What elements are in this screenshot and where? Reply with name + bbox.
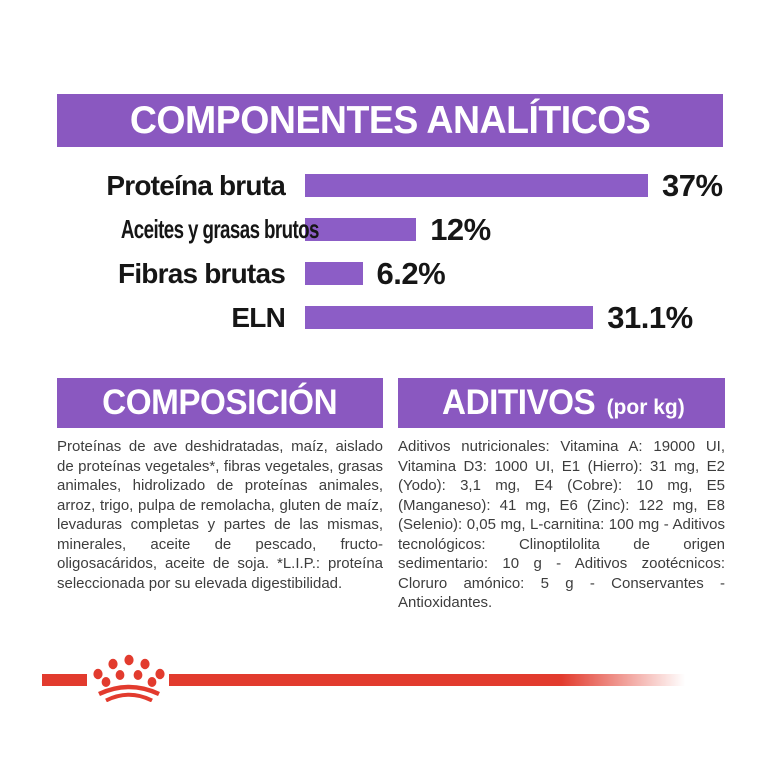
chart-value-label: 31.1% — [607, 299, 693, 335]
chart-row-fibras-brutas: Fibras brutas 6.2% — [57, 256, 723, 291]
brand-rule-right — [169, 674, 685, 686]
chart-value-label: 6.2% — [376, 255, 446, 291]
additives-body-text: Aditivos nutricionales: Vitamina A: 1900… — [398, 438, 725, 611]
analytical-components-header: COMPONENTES ANALÍTICOS — [57, 94, 723, 147]
chart-bar — [305, 174, 648, 197]
additives-title-suffix: (por kg) — [606, 396, 685, 419]
chart-row-proteina-bruta: Proteína bruta 37% — [57, 168, 723, 203]
additives-header: ADITIVOS (por kg) — [398, 378, 725, 428]
brand-rule-left — [42, 674, 87, 686]
chart-label: Aceites y grasas brutos — [120, 214, 320, 244]
chart-bar — [305, 218, 417, 241]
analytical-components-title: COMPONENTES ANALÍTICOS — [129, 98, 651, 142]
chart-label: ELN — [231, 301, 285, 333]
chart-label: Proteína bruta — [106, 169, 285, 201]
royal-canin-crown-icon — [90, 654, 168, 703]
chart-bar — [305, 306, 594, 329]
chart-row-aceites-grasas: Aceites y grasas brutos 12% — [57, 212, 723, 247]
chart-value-label: 12% — [430, 211, 491, 247]
composition-body-text: Proteínas de ave deshidratadas, maíz, ai… — [57, 438, 383, 592]
composition-header: COMPOSICIÓN — [57, 378, 383, 428]
chart-label: Fibras brutas — [118, 257, 286, 289]
chart-bar — [305, 262, 363, 285]
composition-title: COMPOSICIÓN — [102, 383, 338, 422]
additives-title: ADITIVOS — [442, 383, 596, 422]
chart-value-label: 37% — [662, 167, 723, 203]
analytical-components-chart: Proteína bruta 37% Aceites y grasas brut… — [57, 168, 723, 335]
chart-row-eln: ELN 31.1% — [57, 300, 723, 335]
